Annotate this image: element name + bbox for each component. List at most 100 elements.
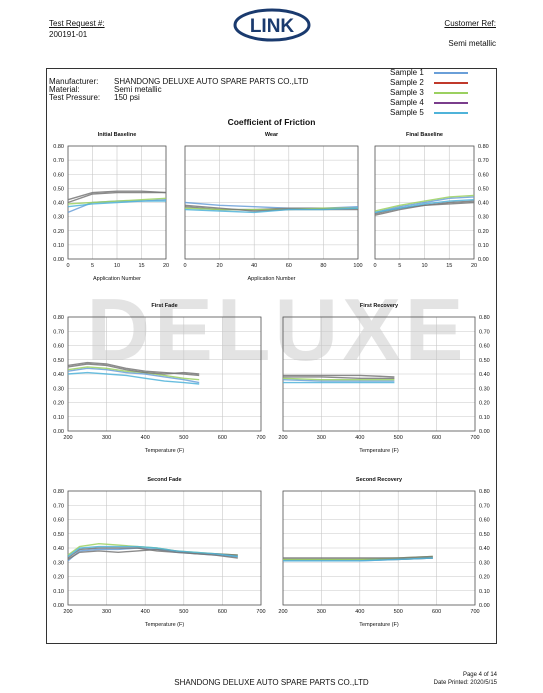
x-tick-label: 200	[278, 435, 287, 441]
y-tick-label: 0.20	[53, 229, 64, 235]
legend-line	[433, 112, 468, 114]
y-tick-label: 0.10	[53, 243, 64, 249]
x-tick-label: 20	[163, 263, 169, 269]
x-tick-label: 20	[217, 263, 223, 269]
page-number: Page 4 of 14	[462, 672, 497, 678]
x-tick-label: 600	[432, 609, 441, 615]
chart-first-recovery: 0.00 0.10 0.20 0.30 0.40 0.50 0.60 0.70 0.80 200 3…	[278, 303, 489, 454]
y-tick-label: 0.80	[53, 489, 64, 495]
series-line-5	[184, 207, 359, 214]
y-tick-label: 0.50	[53, 532, 64, 538]
y-tick-label: 0.30	[479, 560, 490, 566]
legend-label: Sample 2	[390, 78, 424, 87]
y-tick-label: 0.70	[53, 503, 64, 509]
y-tick-label: 0.40	[479, 546, 490, 552]
chart-wear: 0 20 40 60 80 100 Wear Application Number	[183, 132, 362, 282]
x-tick-label: 600	[432, 435, 441, 441]
x-tick-label: 300	[317, 435, 326, 441]
y-tick-label: 0.80	[479, 489, 490, 495]
legend-item: Sample 3	[390, 88, 468, 98]
y-tick-label: 0.20	[53, 401, 64, 407]
plot-border	[282, 316, 476, 432]
pressure-label: Test Pressure:	[49, 93, 101, 102]
y-tick-label: 0.10	[53, 589, 64, 595]
deluxe-watermark: DELUXE	[92, 280, 462, 379]
chart-final-baseline: 0.00 0.10 0.20 0.30 0.40 0.50 0.60 0.70 0.80 0 5 10…	[373, 132, 488, 269]
series-line-3	[374, 194, 475, 212]
x-tick-label: 15	[446, 263, 452, 269]
x-tick-label: 400	[355, 609, 364, 615]
series-line-5	[67, 545, 238, 558]
y-tick-label: 0.40	[478, 201, 489, 207]
y-tick-label: 0.50	[53, 358, 64, 364]
series-line-1	[374, 196, 475, 214]
chart-title: Final Baseline	[406, 132, 443, 138]
y-tick-label: 0.20	[479, 401, 490, 407]
x-tick-label: 400	[141, 435, 150, 441]
customer-ref-label: Customer Ref:	[444, 19, 496, 28]
x-tick-label: 60	[286, 263, 292, 269]
legend-item: Sample 2	[390, 78, 468, 88]
y-tick-label: 0.80	[479, 315, 490, 321]
y-tick-label: 0.20	[53, 575, 64, 581]
x-tick-label: 40	[251, 263, 257, 269]
chart-title: First Fade	[151, 303, 177, 309]
x-tick-label: 600	[218, 609, 227, 615]
series-line-5	[374, 199, 475, 214]
link-logo: LINK	[233, 8, 311, 42]
y-tick-label: 0.00	[53, 429, 64, 435]
legend-line	[433, 92, 468, 94]
series-line-4	[67, 363, 200, 375]
y-tick-label: 0.00	[479, 429, 490, 435]
y-tick-label: 0.60	[53, 344, 64, 350]
x-axis-label: Application Number	[248, 276, 296, 282]
legend-line	[433, 102, 468, 104]
chart-main-title: Coefficient of Friction	[227, 117, 316, 127]
series-line-2	[67, 361, 200, 377]
series-line-4	[283, 374, 395, 378]
y-tick-label: 0.60	[53, 518, 64, 524]
series-line-4	[374, 201, 475, 216]
x-tick-label: 10	[114, 263, 120, 269]
x-tick-label: 400	[141, 609, 150, 615]
chart-title: Second Fade	[147, 477, 181, 483]
series-line-5	[283, 557, 433, 562]
series-line-2	[67, 190, 167, 201]
x-tick-label: 300	[102, 609, 111, 615]
x-axis-label: Temperature (F)	[359, 622, 399, 628]
material-value: Semi metallic	[114, 85, 162, 94]
y-tick-label: 0.70	[479, 503, 490, 509]
x-tick-label: 5	[398, 263, 401, 269]
y-tick-label: 0.20	[478, 229, 489, 235]
legend-label: Sample 4	[390, 98, 424, 107]
y-tick-label: 0.60	[479, 518, 490, 524]
x-tick-label: 500	[394, 609, 403, 615]
x-tick-label: 400	[355, 435, 364, 441]
y-tick-label: 0.50	[53, 186, 64, 192]
chart-title: Wear	[265, 132, 279, 138]
x-tick-label: 600	[218, 435, 227, 441]
y-tick-label: 0.30	[53, 386, 64, 392]
chart-second-fade: 0.00 0.10 0.20 0.30 0.40 0.50 0.60 0.70 0.80 200 3…	[53, 477, 265, 628]
x-tick-label: 200	[63, 609, 72, 615]
series-line-3	[67, 366, 200, 381]
series-line-5	[67, 371, 200, 385]
test-request-block: Test Request #: 200191-01	[49, 18, 105, 40]
x-axis-label: Application Number	[93, 276, 141, 282]
series-line-5	[67, 200, 166, 208]
y-tick-label: 0.50	[478, 186, 489, 192]
y-tick-label: 0.60	[478, 172, 489, 178]
chart-initial-baseline: 0.00 0.10 0.20 0.30 0.40 0.50 0.60 0.70 0.80 0 5 10…	[53, 132, 169, 282]
x-axis-label: Temperature (F)	[145, 622, 185, 628]
y-tick-label: 0.10	[479, 589, 490, 595]
chart-first-fade: 0.00 0.10 0.20 0.30 0.40 0.50 0.60 0.70 0.80 200 3…	[53, 303, 265, 454]
chart-title: Initial Baseline	[98, 132, 137, 138]
y-tick-label: 0.30	[53, 215, 64, 221]
x-tick-label: 700	[256, 435, 265, 441]
x-tick-label: 200	[63, 435, 72, 441]
series-line-2	[283, 376, 395, 379]
series-line-4	[67, 191, 166, 204]
y-tick-label: 0.40	[53, 372, 64, 378]
footer-meta: Page 4 of 14 Date Printed: 2020/5/15	[434, 671, 497, 687]
